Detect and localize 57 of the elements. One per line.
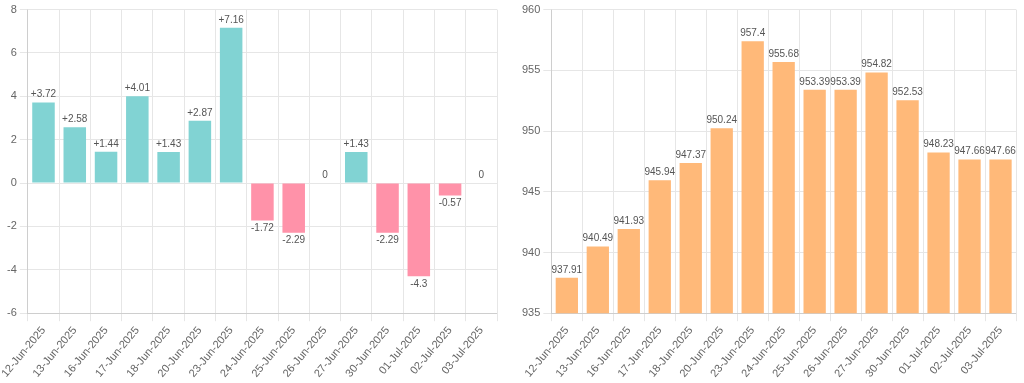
y-tick-label: -2	[7, 219, 17, 232]
bar	[438, 183, 462, 196]
bar	[32, 102, 55, 183]
y-tick-label: -6	[7, 306, 17, 319]
data-label: +2.58	[62, 112, 88, 124]
data-label: -0.57	[438, 197, 462, 209]
y-tick-label: 960	[521, 2, 541, 15]
bar	[376, 183, 399, 233]
data-label: 940.49	[582, 232, 614, 244]
data-label: 937.91	[551, 263, 583, 275]
bar	[94, 151, 118, 183]
data-label: 954.82	[861, 58, 893, 70]
y-tick-label: 2	[10, 132, 17, 145]
bar	[282, 183, 305, 233]
data-label: +7.16	[218, 13, 245, 25]
y-tick-label: 935	[521, 306, 541, 319]
data-label: +2.87	[187, 106, 213, 118]
data-label: +1.43	[155, 137, 182, 149]
y-tick-label: 955	[521, 63, 541, 76]
data-label: 953.39	[799, 75, 831, 87]
data-label: 947.66	[954, 145, 986, 157]
bar	[219, 27, 243, 183]
y-tick-label: 8	[10, 2, 17, 15]
data-label: 957.4	[740, 26, 766, 38]
y-tick-label: 6	[10, 46, 17, 58]
y-tick-label: 945	[521, 184, 541, 197]
bar	[157, 152, 180, 183]
data-label: 953.39	[830, 75, 862, 87]
bar	[63, 127, 87, 183]
bar	[345, 152, 368, 183]
bar	[126, 96, 149, 183]
data-label: 948.23	[923, 138, 955, 150]
bar	[188, 120, 212, 183]
data-label: +3.72	[30, 88, 57, 100]
data-label: -2.29	[282, 234, 306, 246]
y-tick-label: 4	[10, 89, 17, 102]
data-label: +4.01	[124, 81, 151, 93]
data-label: -4.3	[410, 278, 428, 290]
bar	[251, 183, 274, 221]
data-label: -1.72	[251, 222, 275, 234]
data-label: 947.37	[675, 148, 707, 160]
y-tick-label: 950	[521, 124, 541, 137]
data-label: -2.29	[376, 234, 400, 246]
bar	[407, 183, 431, 277]
data-label: 952.53	[892, 86, 924, 98]
y-tick-label: 940	[521, 245, 541, 258]
data-label: 950.24	[706, 113, 738, 125]
data-label: 941.93	[613, 214, 645, 226]
data-label: 947.66	[985, 145, 1017, 157]
y-tick-label: -4	[7, 262, 17, 275]
data-label: 955.68	[768, 47, 800, 59]
data-label: +1.44	[93, 137, 120, 149]
data-label: 0	[322, 168, 329, 180]
y-tick-label: 0	[10, 176, 17, 189]
data-label: +1.43	[343, 137, 370, 149]
data-label: 945.94	[644, 166, 676, 178]
data-label: 0	[478, 168, 485, 180]
